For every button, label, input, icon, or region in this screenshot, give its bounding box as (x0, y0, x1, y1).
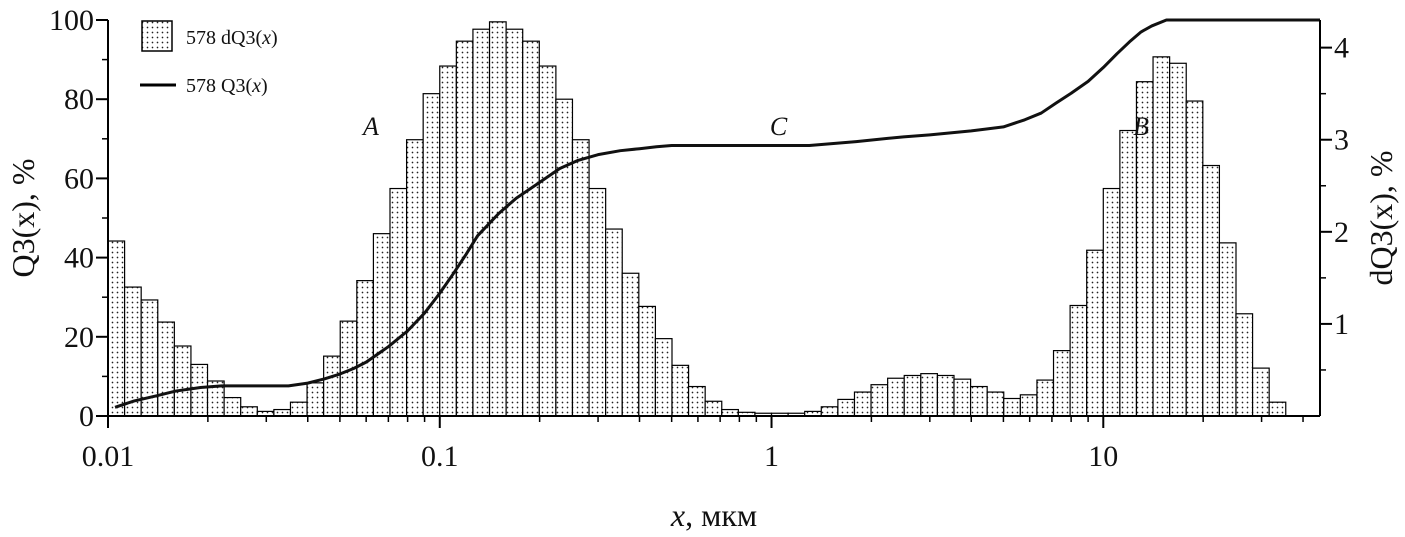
histogram-bar (671, 364, 690, 417)
histogram-bar (1052, 350, 1071, 417)
histogram-bar (1251, 367, 1270, 417)
histogram-bar (1235, 313, 1254, 417)
histogram-bar (323, 355, 341, 417)
histogram-bar (903, 374, 922, 417)
legend-label-line: 578 Q3(x) (186, 75, 268, 97)
y-right-tick-label: 3 (1334, 124, 1349, 157)
histogram-bar (190, 363, 209, 417)
histogram-bar (1102, 187, 1121, 417)
y-right-tick-label: 2 (1334, 216, 1349, 249)
histogram-bar (223, 396, 242, 417)
histogram-bar (1152, 56, 1171, 417)
histogram-bar (820, 406, 839, 417)
histogram-bar (1169, 62, 1187, 417)
x-tick-label: 10 (1088, 440, 1118, 473)
histogram-bar (123, 286, 142, 417)
histogram-bar (571, 139, 590, 417)
histogram-bar (621, 272, 640, 417)
y-right-tick-label: 4 (1334, 32, 1349, 65)
y-left-tick-label: 60 (64, 162, 94, 195)
histogram-bar (505, 28, 524, 417)
histogram-bar (405, 139, 424, 417)
histogram-bar (1202, 164, 1221, 417)
cumulative-line-layer (114, 18, 1320, 409)
histogram-bar (240, 406, 258, 417)
histogram-bar (969, 385, 988, 417)
histogram-bar (439, 65, 457, 417)
histogram-bar (389, 187, 408, 417)
legend-label-histogram: 578 dQ3(x) (186, 27, 278, 49)
y-right-tick-label: 1 (1334, 308, 1349, 341)
histogram-bar (107, 240, 126, 417)
y-left-tick-label: 0 (79, 400, 94, 433)
annotation-b: B (1133, 112, 1149, 141)
histogram-bar (920, 373, 939, 417)
histogram-bar (588, 187, 607, 417)
histogram-bar (422, 93, 441, 417)
histogram-bar (936, 374, 955, 417)
histogram-bar (687, 385, 706, 417)
histogram-bar (1003, 397, 1021, 417)
histogram-bar (638, 305, 657, 417)
histogram-bar (538, 65, 557, 417)
histogram-bar (837, 398, 856, 417)
histogram-bars (107, 21, 1287, 417)
histogram-bar (455, 40, 474, 417)
histogram-bar (1019, 394, 1038, 417)
histogram-bar (157, 321, 175, 417)
histogram-bar (1086, 249, 1104, 417)
histogram-bar (887, 377, 905, 417)
y-left-tick-label: 80 (64, 83, 94, 116)
x-tick-label: 1 (764, 440, 779, 473)
histogram-bar (870, 384, 889, 417)
histogram-bar (1119, 129, 1138, 417)
y-left-tick-label: 20 (64, 321, 94, 354)
legend-swatch-histogram (141, 20, 173, 52)
x-tick-label: 0.01 (82, 440, 135, 473)
histogram-bar (1036, 379, 1055, 417)
legend: 578 dQ3(x) 578 Q3(x) (140, 20, 278, 97)
histogram-bar (704, 400, 723, 417)
histogram-bar (356, 280, 375, 417)
histogram-bar (173, 345, 192, 417)
histogram-bar (986, 391, 1005, 417)
histogram-bar (953, 378, 972, 417)
y-left-tick-label: 40 (64, 242, 94, 275)
histogram-bar (1268, 401, 1287, 417)
histogram-bar (1185, 100, 1204, 417)
histogram-bar (1069, 304, 1088, 417)
histogram-bar (372, 233, 391, 417)
histogram-bar (605, 228, 623, 417)
cumulative-line (114, 18, 1320, 409)
x-axis-title: x, мкм (670, 497, 757, 533)
annotation-a: A (361, 112, 379, 141)
histogram-bar (654, 338, 673, 417)
y-axis-right-title: dQ3(x), % (1363, 150, 1399, 285)
x-tick-label: 0.1 (421, 440, 459, 473)
histogram-bar (1218, 242, 1237, 417)
histogram-bar (306, 382, 325, 417)
histogram-bar (555, 98, 574, 417)
histogram-bar (289, 401, 308, 417)
histogram-bar (472, 28, 491, 417)
y-left-tick-label: 100 (49, 4, 94, 37)
histogram-bar (522, 40, 540, 417)
histogram-bar (853, 391, 872, 417)
annotation-c: C (770, 112, 788, 141)
y-axis-left-title: Q3(x), % (5, 158, 41, 277)
